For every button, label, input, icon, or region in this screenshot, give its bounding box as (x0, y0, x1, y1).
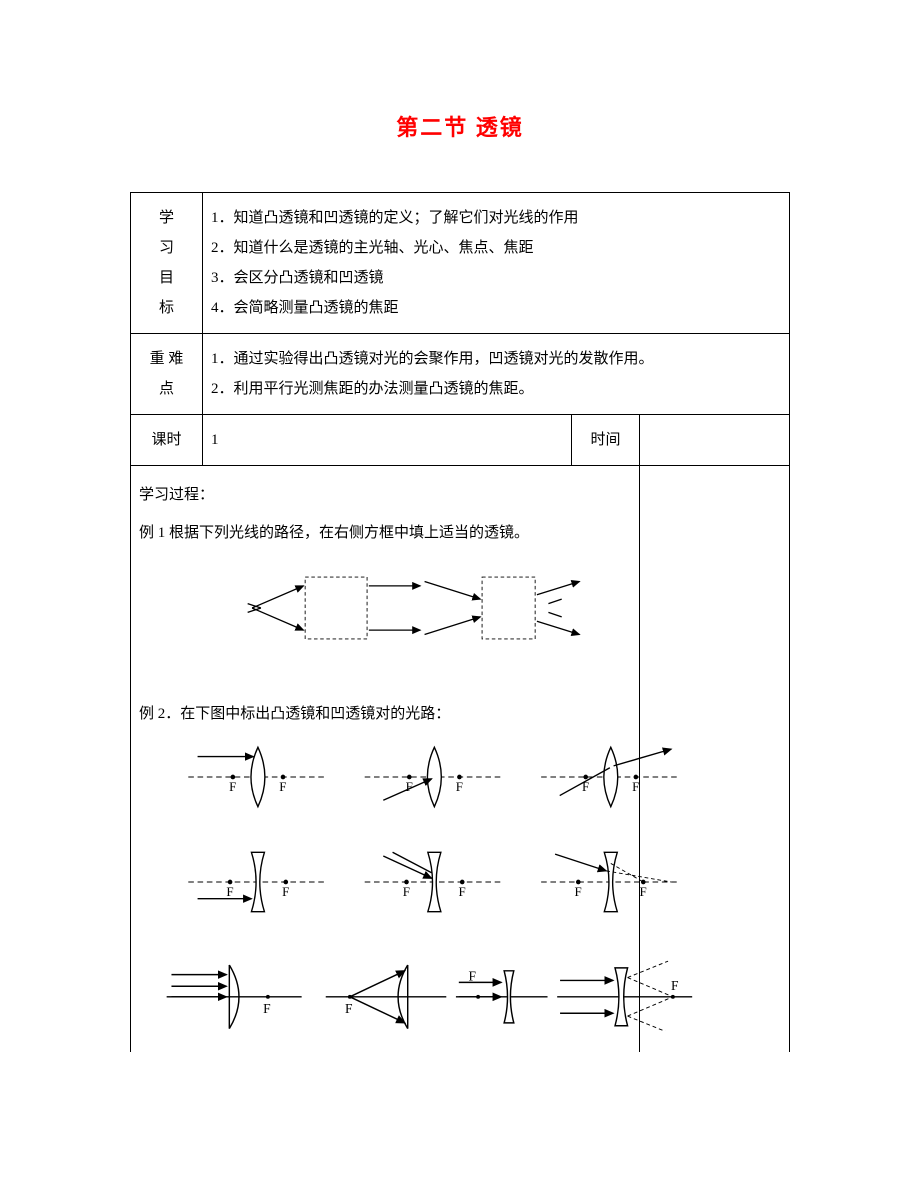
lesson-table: 学 习 目 标 1．知道凸透镜和凹透镜的定义；了解它们对光线的作用 2．知道什么… (130, 192, 790, 1052)
period-label: 课时 (131, 415, 203, 466)
example1-label: 例 1 根据下列光线的路径，在右侧方框中填上适当的透镜。 (139, 518, 631, 548)
objectives-label: 学 习 目 标 (131, 193, 203, 334)
svg-text:F: F (403, 884, 410, 899)
example1-diagram (139, 558, 631, 669)
time-label: 时间 (572, 415, 640, 466)
svg-text:F: F (459, 884, 466, 899)
svg-text:F: F (279, 779, 286, 794)
process-cell: 学习过程： 例 1 根据下列光线的路径，在右侧方框中填上适当的透镜。 (131, 466, 640, 1053)
svg-text:F: F (456, 779, 463, 794)
page-title: 第二节 透镜 (130, 110, 790, 142)
example2-row1: F F F F (139, 739, 631, 826)
process-label: 学习过程： (139, 480, 631, 510)
svg-text:F: F (640, 884, 647, 899)
svg-text:F: F (263, 1001, 271, 1016)
example2-label: 例 2．在下图中标出凸透镜和凹透镜对的光路： (139, 699, 631, 729)
example2-row3: F F (139, 953, 631, 1042)
hardpoints-label: 重 难 点 (131, 334, 203, 415)
time-value (640, 415, 790, 466)
svg-text:F: F (406, 779, 413, 794)
svg-text:F: F (282, 884, 289, 899)
svg-text:F: F (575, 884, 582, 899)
svg-text:F: F (671, 978, 679, 993)
svg-text:F: F (345, 1001, 353, 1016)
hardpoints-content: 1．通过实验得出凸透镜对光的会聚作用，凹透镜对光的发散作用。 2．利用平行光测焦… (203, 334, 790, 415)
svg-text:F: F (226, 884, 233, 899)
objectives-content: 1．知道凸透镜和凹透镜的定义；了解它们对光线的作用 2．知道什么是透镜的主光轴、… (203, 193, 790, 334)
example2-row2: F F F F (139, 844, 631, 931)
svg-text:F: F (229, 779, 236, 794)
svg-text:F: F (632, 779, 639, 794)
svg-text:F: F (468, 968, 476, 983)
period-value: 1 (203, 415, 572, 466)
